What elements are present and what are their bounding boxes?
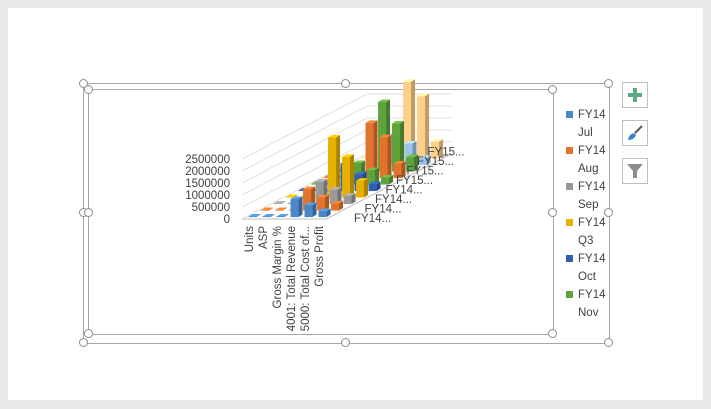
- legend-swatch: [566, 183, 573, 190]
- column-bar[interactable]: [262, 213, 275, 218]
- resize-handle[interactable]: [547, 328, 557, 338]
- depth-axis-label: FY14...: [375, 194, 412, 206]
- category-label: ASP: [258, 226, 270, 249]
- column-bar[interactable]: [343, 193, 356, 205]
- depth-axis-label: FY15...: [417, 156, 454, 168]
- resize-handle[interactable]: [340, 78, 350, 88]
- resize-handle[interactable]: [78, 78, 88, 88]
- column-bar[interactable]: [417, 93, 430, 159]
- y-tick-label: 2000000: [185, 166, 230, 178]
- depth-axis-label: FY14...: [386, 185, 423, 197]
- column-bar[interactable]: [248, 213, 261, 218]
- resize-handle[interactable]: [603, 337, 613, 347]
- legend-label-line1: FY14: [578, 109, 606, 121]
- y-tick-label: 1000000: [185, 190, 230, 202]
- legend-item[interactable]: FY14 Aug: [566, 142, 606, 178]
- legend-swatch: [566, 291, 573, 298]
- column-bar[interactable]: [331, 200, 344, 211]
- column-bar[interactable]: [317, 194, 330, 211]
- column-bar[interactable]: [273, 200, 286, 205]
- y-tick-label: 1500000: [185, 178, 230, 190]
- filter-icon: [627, 164, 643, 178]
- resize-handle[interactable]: [547, 207, 557, 217]
- column-bar[interactable]: [318, 208, 331, 218]
- y-tick-label: 2500000: [185, 154, 230, 166]
- resize-handle[interactable]: [547, 84, 557, 94]
- column-bar[interactable]: [342, 154, 355, 198]
- column-bar[interactable]: [403, 79, 416, 159]
- column-bar[interactable]: [392, 121, 405, 172]
- category-label: Units: [244, 226, 256, 252]
- legend-item[interactable]: FY14 Nov: [566, 286, 606, 322]
- column-bar[interactable]: [328, 135, 341, 198]
- depth-axis-label: FY14...: [365, 204, 402, 216]
- resize-handle[interactable]: [83, 207, 93, 217]
- column-bar[interactable]: [368, 181, 381, 192]
- column-bar[interactable]: [290, 196, 303, 218]
- brush-icon: [628, 125, 643, 140]
- depth-axis: [325, 153, 452, 220]
- legend-swatch: [566, 219, 573, 226]
- legend-label-line1: FY14: [578, 181, 606, 193]
- resize-handle[interactable]: [603, 78, 613, 88]
- legend-label-line2: Nov: [578, 307, 599, 319]
- legend-label-line2: Jul: [578, 127, 593, 139]
- chart-filters-button[interactable]: [622, 158, 648, 184]
- column-bar[interactable]: [276, 213, 289, 218]
- depth-axis-label: FY15...: [407, 166, 444, 178]
- legend-item[interactable]: FY14 Jul: [566, 106, 606, 142]
- category-label: Gross Profit: [314, 225, 326, 287]
- category-label: 4001: Total Revenue: [286, 226, 298, 331]
- y-tick-label: 0: [224, 214, 230, 226]
- depth-axis-label: FY15...: [428, 147, 465, 159]
- chart-elements-button[interactable]: [622, 82, 648, 108]
- column-bar[interactable]: [379, 134, 392, 179]
- resize-handle[interactable]: [83, 328, 93, 338]
- column-bar[interactable]: [356, 178, 369, 198]
- side-gridline: [241, 93, 368, 160]
- side-gridline: [241, 129, 368, 196]
- side-gridline: [241, 117, 368, 184]
- depth-axis-label: FY15...: [396, 175, 433, 187]
- plus-icon: [628, 88, 642, 102]
- legend-label-line1: FY14: [578, 217, 606, 229]
- legend-swatch: [566, 111, 573, 118]
- y-tick-label: 500000: [192, 202, 230, 214]
- side-gridline: [241, 141, 368, 208]
- column-bar[interactable]: [418, 155, 431, 166]
- column-bar[interactable]: [367, 167, 380, 185]
- side-gridline: [241, 105, 368, 172]
- legend-item[interactable]: FY14 Sep: [566, 178, 606, 214]
- legend-swatch: [566, 147, 573, 154]
- column-bar[interactable]: [406, 154, 419, 172]
- column-bar[interactable]: [275, 207, 288, 211]
- resize-handle[interactable]: [340, 337, 350, 347]
- legend-item[interactable]: FY14 Q3: [566, 214, 606, 250]
- column-bar[interactable]: [365, 120, 378, 179]
- legend-swatch: [566, 255, 573, 262]
- column-bar[interactable]: [381, 174, 394, 185]
- legend-label-line2: Aug: [578, 163, 599, 175]
- column-bar[interactable]: [304, 202, 317, 218]
- depth-axis-label: FY14...: [354, 213, 391, 225]
- column-bar[interactable]: [261, 207, 274, 211]
- legend-label-line1: FY14: [578, 289, 606, 301]
- legend-label-line2: Q3: [578, 235, 594, 247]
- column-bar[interactable]: [393, 161, 406, 179]
- legend-label-line2: Oct: [578, 271, 596, 283]
- chart-styles-button[interactable]: [622, 120, 648, 146]
- legend-label-line1: FY14: [578, 253, 606, 265]
- column-bar[interactable]: [431, 139, 444, 159]
- legend-label-line1: FY14: [578, 145, 606, 157]
- category-label: Gross Margin %: [272, 226, 284, 308]
- resize-handle[interactable]: [83, 84, 93, 94]
- category-label: 5000: Total Cost of...: [300, 226, 312, 331]
- legend[interactable]: FY14 Jul FY14 Aug FY14 Sep FY14 Q3 FY14 Oct FY14 No…: [566, 106, 606, 322]
- resize-handle[interactable]: [78, 337, 88, 347]
- column-bar[interactable]: [329, 187, 342, 205]
- legend-item[interactable]: FY14 Oct: [566, 250, 606, 286]
- resize-handle[interactable]: [603, 207, 613, 217]
- legend-label-line2: Sep: [578, 199, 599, 211]
